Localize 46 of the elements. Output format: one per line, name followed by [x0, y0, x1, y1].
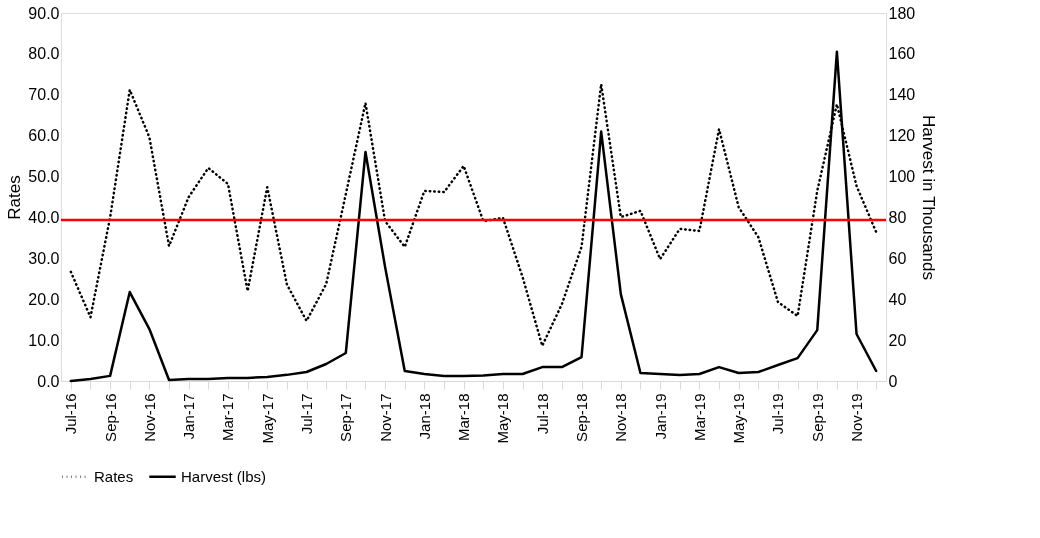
x-tick-label: Mar-17: [219, 393, 237, 442]
x-tick-label: Nov-17: [376, 393, 394, 442]
y2-tick-label: 160: [888, 45, 916, 63]
y-axis-title: Rates: [5, 175, 25, 220]
y-tick-label: 30.0: [28, 249, 60, 267]
y2-tick-label: 80: [888, 208, 907, 226]
y-tick-label: 80.0: [28, 45, 60, 63]
y-tick-label: 60.0: [28, 127, 60, 145]
y-tick-label: 50.0: [28, 168, 60, 186]
x-tick-label: May-19: [730, 393, 748, 444]
x-tick-label: Jan-17: [180, 393, 198, 440]
line-series: [69, 50, 878, 383]
x-tick-label: Mar-19: [690, 393, 708, 442]
y2-tick-label: 60: [888, 249, 907, 267]
x-tick-label: Mar-18: [455, 393, 473, 442]
x-tick-label: Sep-17: [337, 393, 355, 442]
x-tick-label: Nov-19: [848, 393, 866, 442]
y2-tick-label: 40: [888, 290, 907, 308]
x-tick-label: Sep-18: [573, 393, 591, 442]
x-tick-label: Jul-19: [769, 393, 787, 435]
y2-tick-label: 0: [888, 372, 898, 390]
y-tick-label: 10.0: [28, 331, 60, 349]
y2-axis-title: Harvest in Thousands: [919, 114, 939, 281]
x-tick-label: Jul-16: [62, 393, 80, 435]
x-tick-label: Sep-19: [808, 393, 826, 442]
y2-tick-label: 100: [888, 168, 916, 186]
legend-label: Harvest (lbs): [181, 467, 267, 485]
x-tick-label: Nov-16: [140, 393, 158, 442]
x-tick-label: May-18: [494, 393, 512, 444]
y2-tick-label: 140: [888, 86, 916, 104]
x-tick-label: Jul-17: [298, 393, 316, 435]
y-tick-label: 90.0: [28, 4, 60, 22]
y-tick-label: 0.0: [37, 372, 60, 390]
x-tick-label: Sep-16: [101, 393, 119, 442]
y-tick-label: 70.0: [28, 86, 60, 104]
y2-tick-label: 180: [888, 4, 916, 22]
y-tick-label: 20.0: [28, 290, 60, 308]
y2-tick-label: 120: [888, 127, 916, 145]
x-tick-label: Nov-18: [612, 393, 630, 442]
x-tick-label: Jan-19: [651, 393, 669, 440]
y2-tick-label: 20: [888, 331, 907, 349]
x-tick-label: Jan-18: [415, 393, 433, 440]
legend-label: Rates: [94, 467, 134, 485]
x-tick-label: May-17: [258, 393, 276, 444]
y-tick-label: 40.0: [28, 208, 60, 226]
x-tick-label: Jul-18: [533, 393, 551, 435]
